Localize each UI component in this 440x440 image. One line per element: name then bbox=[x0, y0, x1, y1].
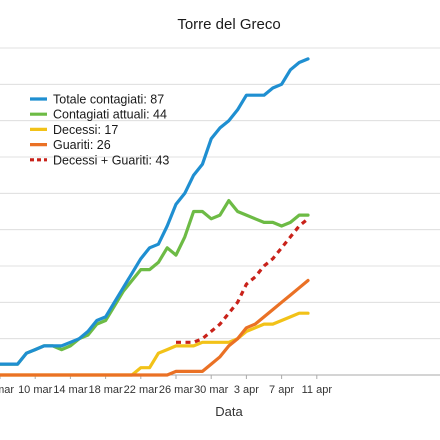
x-tick-label: 26 mar bbox=[159, 384, 194, 396]
x-tick-label: 11 apr bbox=[302, 384, 333, 396]
legend-label: Decessi + Guariti: 43 bbox=[53, 153, 169, 167]
series-layer bbox=[0, 57, 310, 377]
grid-layer bbox=[0, 47, 440, 376]
x-tick-label: 10 mar bbox=[18, 384, 53, 396]
legend-label: Decessi: 17 bbox=[53, 123, 118, 137]
x-tick-label: 30 mar bbox=[194, 384, 229, 396]
series-line-4 bbox=[176, 217, 310, 344]
x-tick-label: 18 mar bbox=[88, 384, 123, 396]
x-tick-label: 22 mar bbox=[124, 384, 159, 396]
chart-title: Torre del Greco bbox=[177, 16, 280, 33]
x-tick-label: 6 mar bbox=[0, 384, 14, 396]
x-tick-label: 14 mar bbox=[53, 384, 88, 396]
legend-label: Guariti: 26 bbox=[53, 138, 111, 152]
legend-label: Contagiati attuali: 44 bbox=[53, 108, 167, 122]
x-tick-label: 7 apr bbox=[269, 384, 294, 396]
series-line-0 bbox=[0, 57, 310, 366]
series-line-3 bbox=[0, 278, 310, 377]
x-tick-label: 3 apr bbox=[234, 384, 259, 396]
series-line-1 bbox=[0, 199, 310, 366]
x-axis-label: Data bbox=[215, 404, 243, 419]
series-line-2 bbox=[0, 311, 310, 377]
legend-label: Totale contagiati: 87 bbox=[53, 93, 164, 107]
